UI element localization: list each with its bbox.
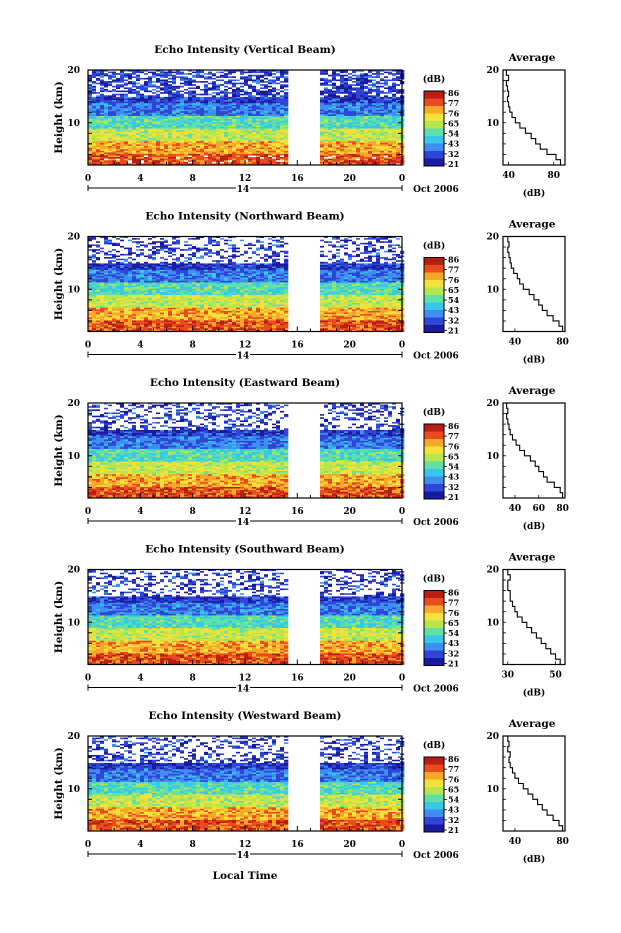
colorbar-tick-label: 77 bbox=[448, 98, 459, 108]
profile-x-tick-label: 40 bbox=[502, 171, 515, 181]
colorbar-cell bbox=[424, 110, 444, 112]
colorbar-cell bbox=[424, 159, 444, 161]
colorbar-cell bbox=[424, 102, 444, 104]
colorbar-cell bbox=[424, 114, 444, 116]
colorbar-cell bbox=[424, 136, 444, 138]
colorbar-cell bbox=[424, 144, 444, 146]
colorbar-cell bbox=[424, 140, 444, 142]
colorbar-cell bbox=[424, 155, 444, 157]
colorbar-cell bbox=[424, 151, 444, 153]
y-axis-label: Height (km) bbox=[53, 81, 65, 153]
colorbar-cell bbox=[424, 121, 444, 123]
colorbar-cell bbox=[424, 104, 444, 106]
colorbar-cell bbox=[424, 145, 444, 147]
colorbar-cell bbox=[424, 125, 444, 127]
profile-y-tick-label: 20 bbox=[486, 66, 499, 76]
colorbar-cell bbox=[424, 112, 444, 114]
colorbar-tick-label: 54 bbox=[448, 129, 460, 139]
day-label: 14 bbox=[237, 185, 250, 195]
x-tick-label: 0 bbox=[85, 174, 91, 184]
y-tick-label: 10 bbox=[67, 119, 80, 129]
panel-title: Echo Intensity (Northward Beam) bbox=[145, 211, 344, 223]
colorbar-tick-label: 86 bbox=[448, 88, 460, 98]
colorbar-cell bbox=[424, 134, 444, 136]
colorbar-tick-label: 43 bbox=[448, 139, 460, 149]
profile-xlabel: (dB) bbox=[523, 188, 545, 199]
colorbar-cell bbox=[424, 147, 444, 149]
colorbar-cell bbox=[424, 119, 444, 121]
heatmap-cells bbox=[88, 70, 404, 165]
colorbar-cell bbox=[424, 162, 444, 164]
panel-1: Echo Intensity (Vertical Beam)2010Height… bbox=[53, 44, 565, 199]
colorbar-cell bbox=[424, 160, 444, 162]
colorbar-cell bbox=[424, 142, 444, 144]
colorbar-cell bbox=[424, 129, 444, 131]
colorbar-cell bbox=[424, 100, 444, 102]
panel-title: Echo Intensity (Vertical Beam) bbox=[154, 44, 335, 56]
colorbar-unit: (dB) bbox=[423, 74, 445, 85]
profile-title: Average bbox=[508, 52, 556, 64]
colorbar-cell bbox=[424, 93, 444, 95]
colorbar-tick-label: 32 bbox=[448, 149, 459, 159]
y-tick-label: 20 bbox=[67, 66, 80, 76]
profile-x-tick-label: 80 bbox=[547, 171, 560, 181]
x-tick-label: 20 bbox=[343, 174, 356, 184]
colorbar-cell bbox=[424, 149, 444, 151]
colorbar-cell bbox=[424, 97, 444, 99]
colorbar-tick-label: 21 bbox=[448, 159, 459, 169]
colorbar-cell bbox=[424, 157, 444, 159]
profile-y-tick-label: 10 bbox=[486, 119, 499, 129]
x-tick-label: 16 bbox=[291, 174, 304, 184]
panel-2: Echo Intensity (Northward Beam)2010Heigh… bbox=[53, 211, 569, 366]
colorbar-cell bbox=[424, 106, 444, 108]
colorbar-cell bbox=[424, 138, 444, 140]
heatmap-cells bbox=[88, 237, 404, 332]
colorbar-cell bbox=[424, 130, 444, 132]
x-tick-label: 0 bbox=[399, 174, 405, 184]
colorbar-cell bbox=[424, 95, 444, 97]
x-tick-label: 12 bbox=[239, 174, 252, 184]
colorbar-cell bbox=[424, 127, 444, 129]
colorbar-tick-label: 76 bbox=[448, 108, 460, 118]
colorbar-cell bbox=[424, 153, 444, 155]
x-tick-label: 4 bbox=[137, 174, 143, 184]
colorbar-cell bbox=[424, 115, 444, 117]
colorbar-tick-label: 65 bbox=[448, 118, 459, 128]
colorbar-cell bbox=[424, 123, 444, 125]
data-gap bbox=[291, 70, 317, 165]
x-tick-label: 8 bbox=[190, 174, 196, 184]
colorbar-cell bbox=[424, 132, 444, 134]
colorbar-cell bbox=[424, 117, 444, 119]
date-label: Oct 2006 bbox=[413, 185, 459, 195]
colorbar-cell bbox=[424, 108, 444, 110]
colorbar-cell bbox=[424, 99, 444, 101]
